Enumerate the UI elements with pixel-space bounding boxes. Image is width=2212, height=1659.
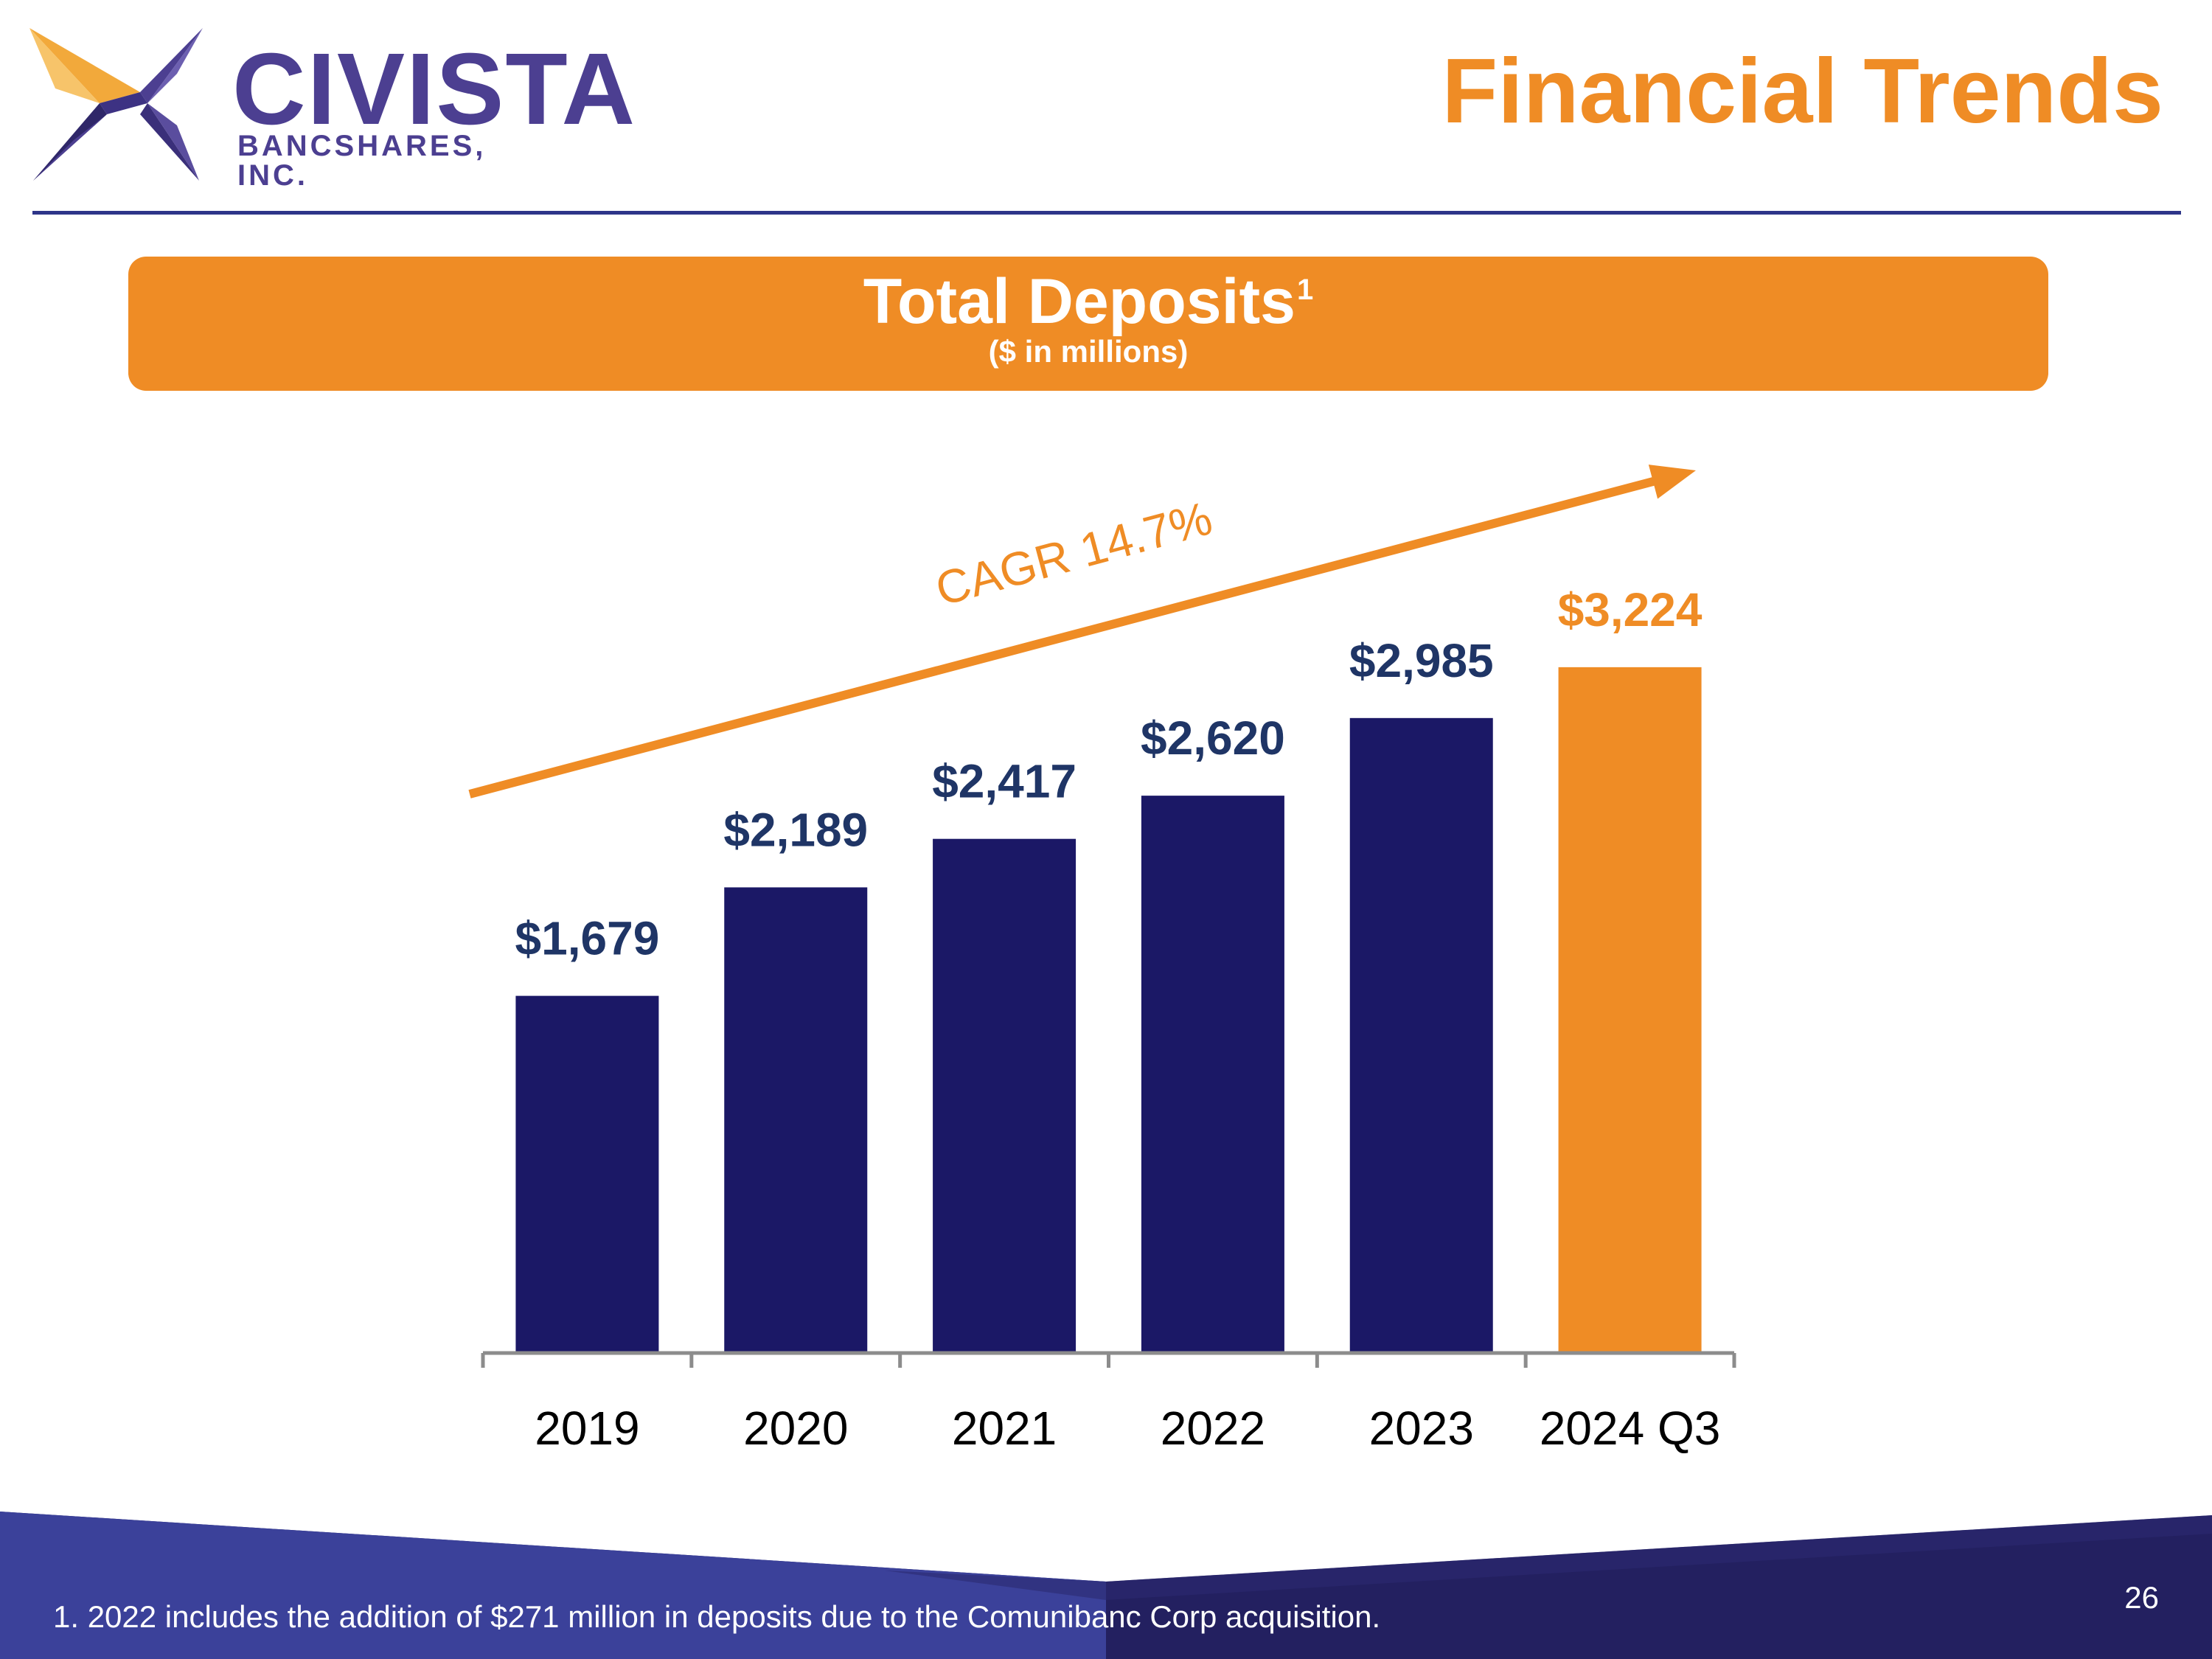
chart-title-text: Total Deposits xyxy=(863,266,1295,337)
chart-banner: Total Deposits1 ($ in millions) xyxy=(128,257,2048,391)
bar-2020 xyxy=(724,887,868,1353)
page-number: 26 xyxy=(2124,1580,2159,1615)
page-title: Financial Trends xyxy=(1441,41,2164,142)
cagr-annotation: CAGR 14.7% xyxy=(930,491,1217,616)
bar-2021 xyxy=(933,838,1077,1353)
data-label: $1,679 xyxy=(515,912,660,965)
company-logo: CIVISTA BANCSHARES, INC. xyxy=(29,22,635,190)
cagr-trend: CAGR 14.7% xyxy=(468,465,1696,799)
x-tick-label: 2021 xyxy=(952,1402,1057,1455)
x-tick-label: 2024 Q3 xyxy=(1540,1402,1721,1455)
x-tick-label: 2019 xyxy=(535,1402,639,1455)
footnote: 1. 2022 includes the addition of $271 mi… xyxy=(53,1599,1381,1634)
bar-2023 xyxy=(1349,717,1493,1353)
data-label: $2,189 xyxy=(723,803,868,856)
x-axis: 2019 2020 2021 2022 2023 2024 Q3 xyxy=(481,1351,1736,1455)
civista-star-icon xyxy=(29,28,203,181)
data-label: $2,985 xyxy=(1349,634,1494,687)
bars-layer xyxy=(515,667,1702,1353)
data-label: $2,417 xyxy=(932,755,1077,808)
x-tick-label: 2023 xyxy=(1369,1402,1474,1455)
logo-subtitle: BANCSHARES, INC. xyxy=(237,130,487,192)
bar-2022 xyxy=(1141,796,1284,1353)
bar-2019 xyxy=(515,995,659,1353)
logo-wordmark: CIVISTA xyxy=(232,32,637,146)
deposits-bar-chart: $1,679 $2,189 $2,417 $2,620 $2,985 $3,224 201… xyxy=(468,465,1736,1455)
footer-band xyxy=(0,1512,2212,1659)
data-label: $3,224 xyxy=(1558,583,1703,636)
chart-subtitle: ($ in millions) xyxy=(988,334,1189,369)
footnote-marker: 1 xyxy=(1296,274,1314,306)
header-divider xyxy=(32,211,2181,215)
chart-title: Total Deposits1 xyxy=(128,267,2048,337)
data-labels-layer: $1,679 $2,189 $2,417 $2,620 $2,985 $3,224 xyxy=(515,583,1703,965)
x-tick-label: 2022 xyxy=(1161,1402,1265,1455)
cagr-arrowhead-icon xyxy=(1648,465,1696,499)
cagr-trend-line xyxy=(468,470,1680,799)
bar-2024-q3 xyxy=(1558,667,1702,1353)
x-tick-label: 2020 xyxy=(743,1402,848,1455)
data-label: $2,620 xyxy=(1141,712,1285,765)
